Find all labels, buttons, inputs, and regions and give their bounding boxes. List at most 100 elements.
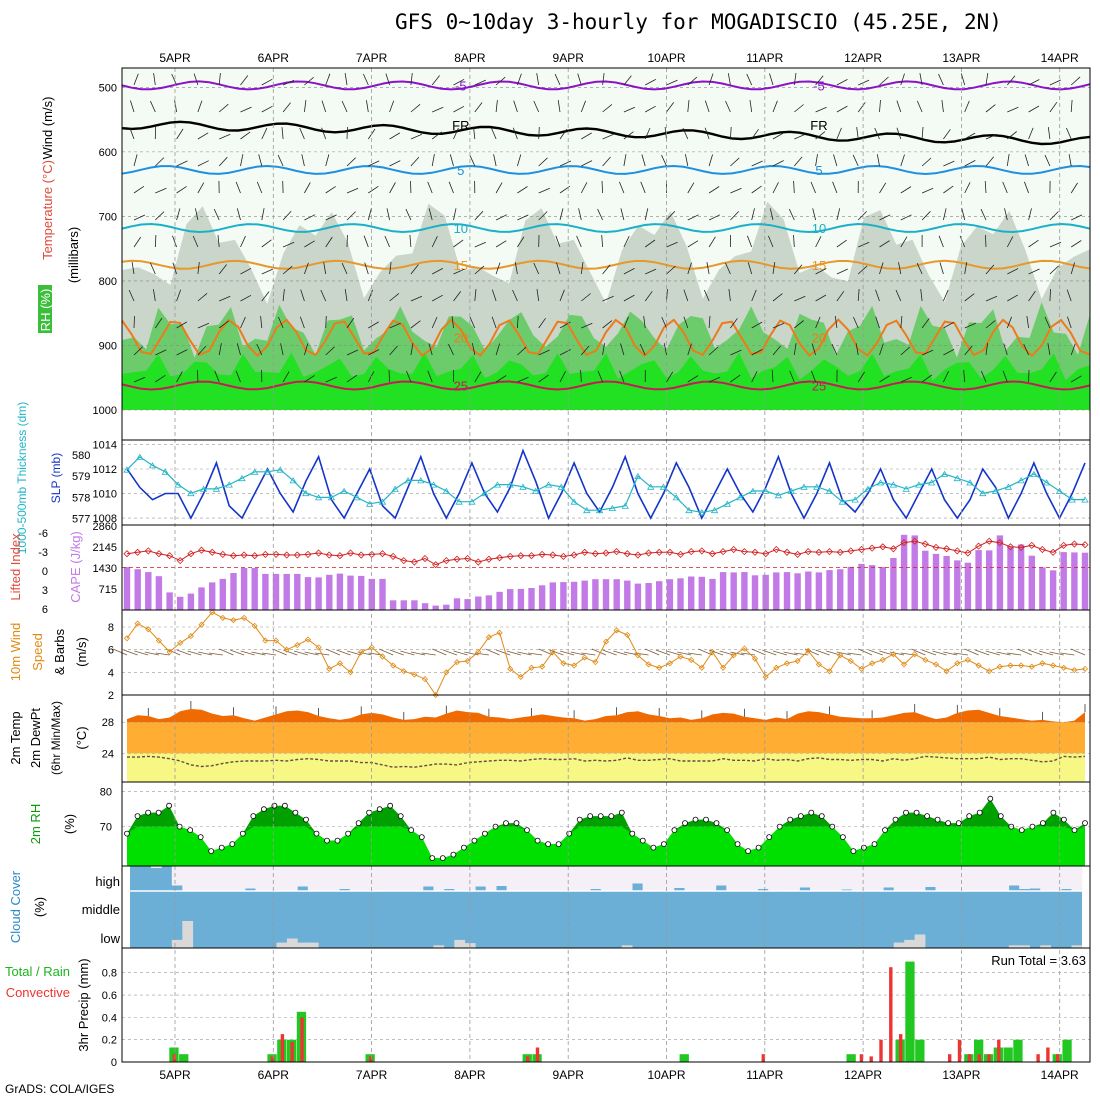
rh-marker — [503, 820, 509, 826]
wind-barb — [580, 369, 582, 383]
cape-bar — [517, 588, 525, 610]
cape-bar — [794, 573, 801, 610]
wind-barb — [366, 100, 369, 113]
rh-marker — [471, 837, 478, 844]
li-marker — [527, 552, 536, 560]
wind-barb-10m — [698, 648, 713, 656]
wind-speed-marker — [666, 660, 673, 667]
wind-barb — [916, 100, 923, 113]
rh-marker — [155, 809, 162, 816]
rh-marker — [661, 841, 667, 847]
rh-marker — [987, 795, 994, 802]
cape-bar — [1017, 544, 1025, 610]
li-marker — [368, 550, 376, 558]
wind-barb — [580, 262, 584, 275]
wind-barb — [256, 181, 263, 194]
wind-barb — [281, 127, 284, 140]
wind-barb — [980, 370, 987, 383]
rh-marker — [703, 816, 709, 823]
cape-bar — [315, 577, 322, 610]
precip-convective-bar — [1036, 1054, 1040, 1062]
wind-barb — [941, 100, 944, 113]
rh-marker — [976, 809, 983, 816]
wind-barb — [666, 265, 676, 275]
wind-barb — [495, 100, 498, 113]
li-marker — [1028, 541, 1036, 549]
wind-barb — [240, 294, 252, 302]
thickness-marker — [506, 481, 514, 488]
wind-speed-marker — [794, 657, 801, 665]
ylabel-rh-pct: (%) — [62, 814, 77, 834]
cape-bar — [230, 573, 237, 610]
wind-barb — [815, 316, 821, 329]
wind-speed-marker — [294, 642, 301, 649]
wind-barb — [325, 236, 333, 248]
wind-barb — [428, 343, 433, 356]
wind-barb — [875, 289, 880, 302]
cloud-low-bar — [621, 945, 633, 948]
wind-barb-10m — [528, 652, 543, 656]
wind-speed-marker — [485, 634, 492, 641]
date-label-top: 13APR — [942, 51, 980, 65]
wind-barb-10m — [868, 649, 883, 656]
cape-bar — [251, 568, 258, 610]
wind-barb-10m — [187, 650, 202, 656]
cape-bar — [538, 585, 546, 610]
thickness-marker — [698, 509, 706, 516]
rh-marker — [439, 855, 446, 861]
wind-speed-marker — [815, 661, 822, 668]
wind-barb — [602, 104, 613, 113]
ylabel-2m-rh: 2m RH — [28, 804, 43, 844]
precip-panel: 0 0.2 0.4 0.6 0.8 Run Total = 3.63 Total / Rai… — [5, 953, 1090, 1069]
wind-barb — [469, 154, 476, 167]
rh-marker — [271, 802, 278, 809]
precip-tick: 0.6 — [102, 990, 117, 1002]
wind-barb — [130, 100, 135, 113]
cape-bar — [219, 578, 226, 610]
wind-speed-marker — [975, 662, 982, 669]
wind-barb — [1070, 240, 1082, 248]
cloud-high-bar — [904, 866, 915, 891]
wind-barb — [197, 160, 209, 167]
wind-barb — [431, 236, 438, 248]
rh-marker — [197, 834, 204, 840]
wind-barb — [240, 316, 246, 329]
precip-convective-bar — [997, 1039, 1001, 1062]
slp-tick: 1008 — [93, 513, 117, 525]
wind-barb-10m — [1017, 648, 1032, 656]
cape-bar — [826, 570, 833, 610]
wind-barb — [960, 73, 966, 86]
cloud-high-bar — [245, 866, 256, 889]
rh-marker — [250, 813, 257, 819]
cape-bar — [890, 558, 897, 610]
wind-speed-marker — [932, 661, 940, 668]
wind-barb — [832, 181, 838, 194]
thickness-marker — [1081, 496, 1089, 503]
li-marker — [485, 555, 493, 563]
below-surface — [122, 410, 1090, 440]
precip-convective-bar — [1056, 1054, 1060, 1062]
precip-total-bar — [679, 1054, 689, 1062]
li-marker — [900, 539, 908, 547]
cloud-high-bar — [433, 866, 445, 891]
wind-barb — [197, 262, 200, 275]
wind-barb — [602, 73, 605, 86]
cloud-low-bar — [1019, 945, 1030, 948]
temperature-panel: 24 28 2m Temp 2m DewPt (6hr Min/Max) (°C) — [8, 701, 1090, 782]
precip-total-bar — [1013, 1039, 1023, 1062]
wind-barb — [240, 235, 246, 248]
cape-bar — [858, 563, 865, 610]
date-label-top: 7APR — [356, 51, 388, 65]
wind-barb — [176, 186, 187, 194]
wind-barb — [517, 236, 525, 248]
wind-barb — [682, 127, 689, 140]
precip-convective-bar — [369, 1056, 373, 1062]
cape-bar — [847, 566, 854, 610]
panel-frame-precip — [121, 947, 1091, 1063]
cloud-high-bar — [883, 866, 894, 888]
wind-barb — [687, 262, 692, 275]
thickness-tick: 579 — [72, 471, 90, 483]
wind-barb — [836, 290, 845, 302]
temp-area — [127, 709, 1085, 723]
wind-speed-marker — [453, 659, 461, 666]
